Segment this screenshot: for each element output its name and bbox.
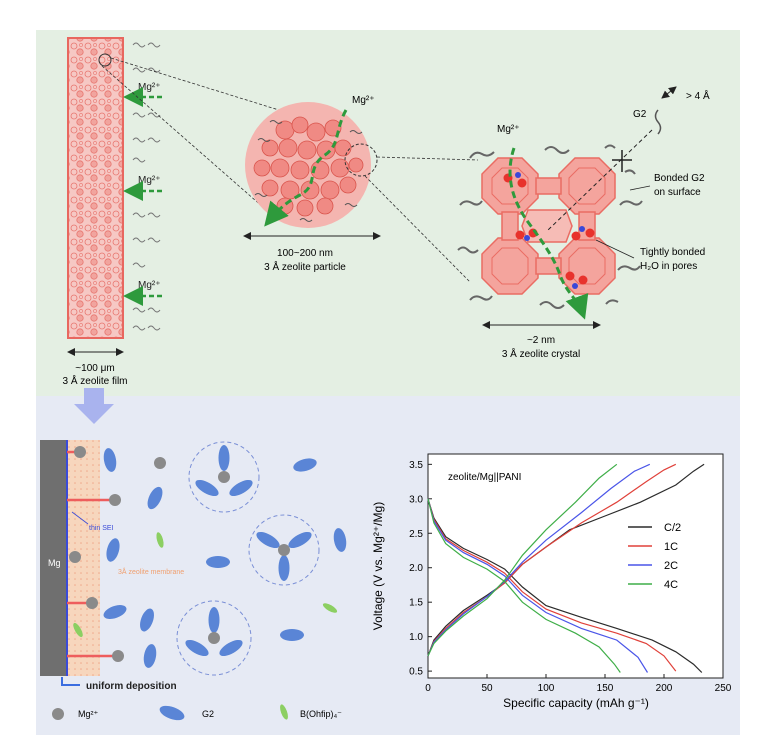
chart-x-axis-title: Specific capacity (mAh g⁻¹) xyxy=(503,696,649,710)
sei-label: thin SEI xyxy=(89,525,114,532)
series-2-charge-line xyxy=(427,463,677,657)
g2-size-label: > 4 Å xyxy=(686,89,710,102)
legend-anion-symbol xyxy=(280,704,288,720)
water-leader xyxy=(595,239,635,259)
chart-annotation: zeolite/Mg||PANI xyxy=(448,472,521,483)
zoom-line-particle-lower xyxy=(364,175,471,283)
particle-zoom-circle xyxy=(344,143,378,177)
zoom-line-film-upper xyxy=(110,57,296,116)
zoom-line-particle-upper xyxy=(376,156,479,161)
film-to-anode-arrow xyxy=(74,388,114,424)
solvated-mg-complex-2 xyxy=(248,514,320,586)
g2-molecules xyxy=(103,448,347,668)
series-4-discharge-line xyxy=(427,498,621,673)
g2-size-arrow xyxy=(661,86,677,99)
solvated-mg-complex-1 xyxy=(188,441,260,513)
film-caption: 3 Å zeolite film xyxy=(62,374,127,387)
series-3-charge-line xyxy=(427,463,651,657)
legend-label-2: 1C xyxy=(664,541,678,553)
particle-caption: 3 Å zeolite particle xyxy=(264,260,346,273)
legend-label-4: 4C xyxy=(664,579,678,591)
y-tick-label: 1.5 xyxy=(409,598,423,609)
x-tick-label: 200 xyxy=(656,683,673,694)
chart-legend: C/2 1C 2C 4C xyxy=(628,522,681,591)
crystal-scale-label: ~2 nm xyxy=(527,335,555,346)
legend-label-1: C/2 xyxy=(664,522,681,534)
g2-blocked-cross xyxy=(612,150,632,172)
legend-mg-ion-symbol xyxy=(52,708,64,720)
particle-mg-path xyxy=(264,109,348,227)
g2-label: G2 xyxy=(633,109,647,120)
y-tick-label: 2.0 xyxy=(409,563,423,574)
film-mg-label-2: Mg²⁺ xyxy=(138,175,161,186)
chart-series xyxy=(427,463,705,673)
film-mg-label-1: Mg²⁺ xyxy=(138,82,161,93)
bonded-g2-leader xyxy=(629,185,651,191)
legend-g2-label: G2 xyxy=(202,709,214,719)
series-4-charge-line xyxy=(427,463,618,657)
particle-scale-label: 100~200 nm xyxy=(277,248,333,259)
top-panel-background xyxy=(36,30,740,396)
legend-anion-label: B(Ohfip)₄⁻ xyxy=(300,709,342,719)
film-solvent-squiggles xyxy=(132,42,161,331)
bonded-g2-line-2: on surface xyxy=(654,187,701,198)
y-tick-label: 1.0 xyxy=(409,632,423,643)
zeolite-crystal: > 4 Å G2 Mg²⁺ Bonded G2 on surface Tight… xyxy=(457,86,710,360)
y-tick-label: 3.5 xyxy=(409,460,423,471)
zeolite-particle: Mg²⁺ 100~200 nm 3 Å zeolite particle xyxy=(243,95,381,273)
x-tick-label: 50 xyxy=(481,683,493,694)
legend-g2-symbol xyxy=(159,705,185,721)
film-mg-label-3: Mg²⁺ xyxy=(138,280,161,291)
zoom-line-film-lower xyxy=(101,65,273,216)
water-molecules xyxy=(503,172,595,289)
deposition-bracket xyxy=(61,677,80,686)
y-tick-label: 0.5 xyxy=(409,667,423,678)
voltage-capacity-chart: 0 50 100 150 200 250 0.5 1.0 1.5 2.0 2.5 3.0 3.5 zeo… xyxy=(371,453,732,710)
crystal-caption: 3 Å zeolite crystal xyxy=(502,347,580,360)
anode-schematic: Mg thin SEI 3Å zeolite membrane xyxy=(40,440,347,721)
chart-axes: 0 50 100 150 200 250 0.5 1.0 1.5 2.0 2.5 3.0 3.5 xyxy=(409,460,732,694)
crystal-mg-label: Mg²⁺ xyxy=(497,124,520,135)
mg-ions xyxy=(69,446,166,662)
series-1-discharge-line xyxy=(427,498,703,673)
series-3-discharge-line xyxy=(427,498,649,673)
anion-molecules xyxy=(73,532,338,638)
zeolite-film: Mg²⁺ Mg²⁺ Mg²⁺ ~100 μm 3 Å zeolite film xyxy=(62,37,162,387)
series-2-discharge-line xyxy=(427,498,677,672)
film-zoom-circle xyxy=(98,53,112,67)
solvated-mg-complex-3 xyxy=(176,600,252,676)
y-tick-label: 2.5 xyxy=(409,529,423,540)
bottom-legend: Mg²⁺ G2 B(Ohfip)₄⁻ xyxy=(52,704,342,721)
g2-blocked-path xyxy=(547,129,653,231)
membrane-label: 3Å zeolite membrane xyxy=(118,567,184,576)
x-tick-label: 100 xyxy=(538,683,555,694)
legend-label-3: 2C xyxy=(664,560,678,572)
mg-metal-label: Mg xyxy=(48,558,61,568)
particle-mg-label: Mg²⁺ xyxy=(352,95,375,106)
chart-y-axis-title: Voltage (V vs. Mg²⁺/Mg) xyxy=(371,502,385,630)
water-label-line-1: Tightly bonded xyxy=(640,247,705,258)
sei-leader xyxy=(71,511,89,525)
g2-molecule-squiggle xyxy=(654,109,662,135)
legend-mg-ion-label: Mg²⁺ xyxy=(78,709,98,719)
bonded-g2-line-1: Bonded G2 xyxy=(654,173,705,184)
chart-plot-area xyxy=(427,453,724,679)
x-tick-label: 250 xyxy=(715,683,732,694)
x-tick-label: 150 xyxy=(597,683,614,694)
x-tick-label: 0 xyxy=(425,683,431,694)
crystal-mg-path xyxy=(508,147,589,320)
deposition-label: uniform deposition xyxy=(86,681,177,692)
film-scale-label: ~100 μm xyxy=(75,363,114,374)
water-label-line-2: H₂O in pores xyxy=(640,261,697,272)
y-tick-label: 3.0 xyxy=(409,494,423,505)
mg-metal-electrode xyxy=(40,440,66,676)
